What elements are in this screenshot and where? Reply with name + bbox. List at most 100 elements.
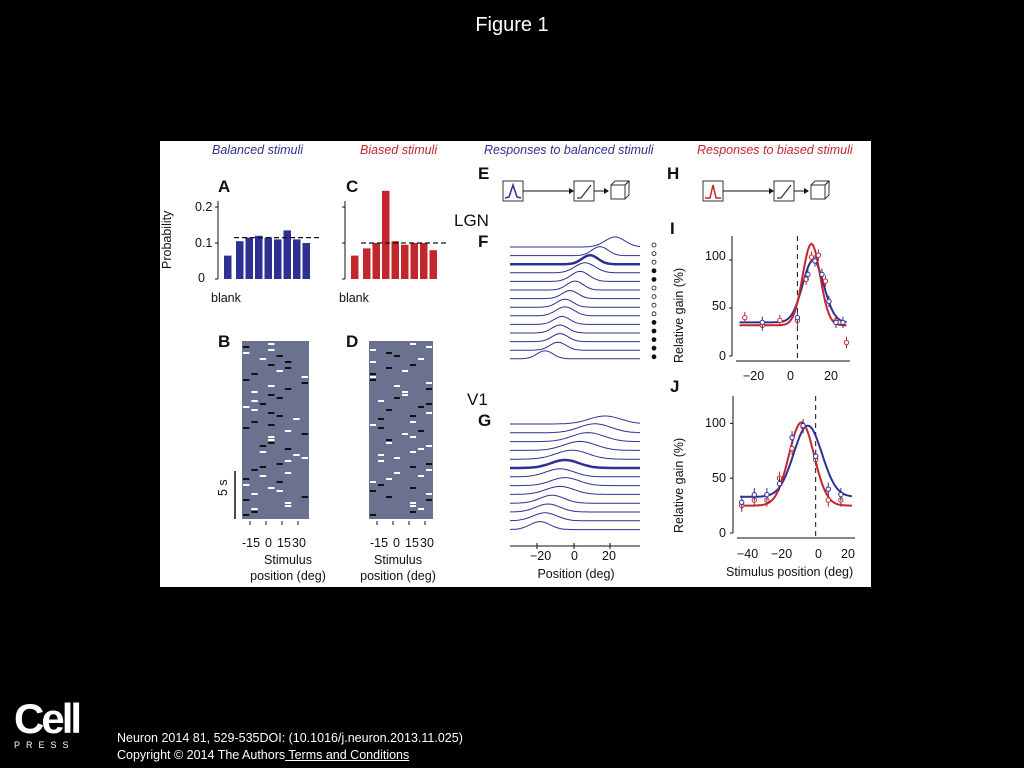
raster-d-xlabel-1: Stimulus xyxy=(374,553,422,567)
terms-and-conditions-link[interactable]: Terms and Conditions xyxy=(285,748,410,762)
raster-d-mark-24 xyxy=(410,415,416,417)
bar-A-3 xyxy=(255,235,263,279)
gain-i-pt-points_red-6 xyxy=(815,252,822,258)
raster-b-mark-19 xyxy=(251,400,258,402)
position-axis-label: Position (deg) xyxy=(537,567,615,581)
raster-d-mark-2 xyxy=(370,349,376,351)
raster-d-mark-21 xyxy=(418,406,424,408)
ridge-g-trace-2 xyxy=(510,432,641,443)
raster-d-mark-47 xyxy=(378,484,384,486)
raster-b-mark-48 xyxy=(268,487,275,489)
raster-b-mark-6 xyxy=(284,361,292,363)
ridge-dot-4 xyxy=(651,276,657,282)
raster-b-mark-42 xyxy=(251,469,258,471)
header-biased: Biased stimuli xyxy=(360,143,438,157)
raster-b-tick-15: 15 xyxy=(277,536,291,550)
raster-b-mark-30 xyxy=(301,433,308,435)
raster-d-mark-22 xyxy=(386,409,392,411)
gain-i-xtick-m20: −20 xyxy=(743,369,765,383)
raster-d-mark-57 xyxy=(370,514,376,516)
schematic-h-arrowhead-2 xyxy=(804,188,809,194)
raster-d-mark-8 xyxy=(386,367,392,369)
raster-b-mark-46 xyxy=(276,481,283,483)
raster-d-mark-18 xyxy=(394,397,400,399)
gain-i-tick-100: 100 xyxy=(705,249,726,263)
raster-d-mark-39 xyxy=(378,460,384,462)
raster-d-mark-49 xyxy=(370,490,376,492)
gain-j-tick-0: 0 xyxy=(719,526,726,540)
bar-A-1 xyxy=(236,241,244,279)
schematic-h-nonlin-curve xyxy=(777,184,792,199)
raster-d-tick-30: 30 xyxy=(420,536,434,550)
raster-d-mark-25 xyxy=(378,418,384,420)
raster-b-mark-21 xyxy=(243,406,250,408)
gain-i-xtick-0: 0 xyxy=(787,369,794,383)
raster-b-mark-11 xyxy=(301,376,308,378)
gain-j-pt-points_red-7 xyxy=(825,497,831,503)
scale-5s-label: 5 s xyxy=(216,479,230,496)
gain-i-pt-points_blue-7 xyxy=(840,319,846,326)
prob-tick-0-1: 0.1 xyxy=(195,236,213,250)
raster-d-mark-13 xyxy=(426,382,432,384)
bar-C-1 xyxy=(363,248,371,279)
ridge-f-trace-7 xyxy=(510,298,640,308)
copyright-text: Copyright © 2014 The Authors xyxy=(117,748,286,762)
raster-b-mark-54 xyxy=(284,505,292,507)
logo-word: Cell xyxy=(14,695,82,742)
raster-d-mark-10 xyxy=(370,373,376,375)
raster-d-mark-56 xyxy=(410,511,416,513)
slide-title: Figure 1 xyxy=(475,14,549,36)
ridge-dot-9 xyxy=(651,319,657,325)
ridge-g-trace-11 xyxy=(509,512,640,522)
gain-i-pt-points_blue-6 xyxy=(833,319,839,326)
gain-j-pt-points_red-4 xyxy=(789,445,795,452)
copyright: Copyright © 2014 The Authors Terms and C… xyxy=(117,748,409,762)
raster-d-mark-7 xyxy=(410,364,416,366)
raster-b-mark-33 xyxy=(268,442,275,444)
gain-j-xtick-m20: −20 xyxy=(771,547,793,561)
raster-b-mark-45 xyxy=(243,478,250,480)
gain-i-pt-points_blue-3 xyxy=(812,258,818,264)
raster-b-mark-10 xyxy=(251,373,258,375)
raster-d-mark-36 xyxy=(410,451,416,453)
raster-d-mark-17 xyxy=(402,394,408,396)
gain-i-pt-points_blue-1 xyxy=(794,314,801,321)
bar-A-4 xyxy=(264,237,272,279)
bar-C-6 xyxy=(410,243,418,279)
panel-label-f: F xyxy=(478,232,489,251)
gain-j-pt-points_blue-8 xyxy=(838,491,844,498)
raster-b-tick-0: 0 xyxy=(265,536,272,550)
schematic-e-cube-front xyxy=(610,184,626,200)
bar-A-2 xyxy=(245,237,253,279)
ridge-dot-13 xyxy=(651,354,657,360)
raster-d-mark-35 xyxy=(418,448,424,450)
raster-d-mark-30 xyxy=(402,433,408,435)
header-balanced: Balanced stimuli xyxy=(212,143,304,157)
gain-i-tick-0: 0 xyxy=(719,349,726,363)
raster-b-mark-27 xyxy=(268,424,275,426)
raster-d-mark-46 xyxy=(370,481,376,483)
gain-j-pt-points_blue-3 xyxy=(776,480,783,487)
panel-label-c: C xyxy=(346,177,359,196)
ridge-dot-7 xyxy=(651,302,657,308)
raster-b-mark-35 xyxy=(284,448,292,450)
raster-b-mark-20 xyxy=(259,403,267,405)
schematic-e-filter-curve xyxy=(504,182,522,199)
ridge-dot-10 xyxy=(651,328,657,334)
gain-i-pt-points_red-9 xyxy=(843,339,850,346)
raster-d-mark-51 xyxy=(386,496,392,498)
header-responses-balanced: Responses to balanced stimuli xyxy=(484,143,654,157)
ridge-g-trace-10 xyxy=(510,503,640,513)
bar-A-6 xyxy=(283,230,291,279)
raster-d-mark-42 xyxy=(426,469,432,471)
gain-j-pt-points_blue-6 xyxy=(812,453,819,459)
gain-axis-label-j: Relative gain (%) xyxy=(672,437,686,533)
bar-A-8 xyxy=(302,243,310,279)
ridge-g-trace-12 xyxy=(509,521,640,531)
prob-tick-0-2: 0.2 xyxy=(195,200,213,214)
raster-b-mark-34 xyxy=(259,445,267,447)
gain-j-xtick-0: 0 xyxy=(815,547,822,561)
raster-b-mark-15 xyxy=(284,388,292,390)
ridge-g-trace-0 xyxy=(510,415,641,425)
raster-d-mark-14 xyxy=(394,385,400,387)
